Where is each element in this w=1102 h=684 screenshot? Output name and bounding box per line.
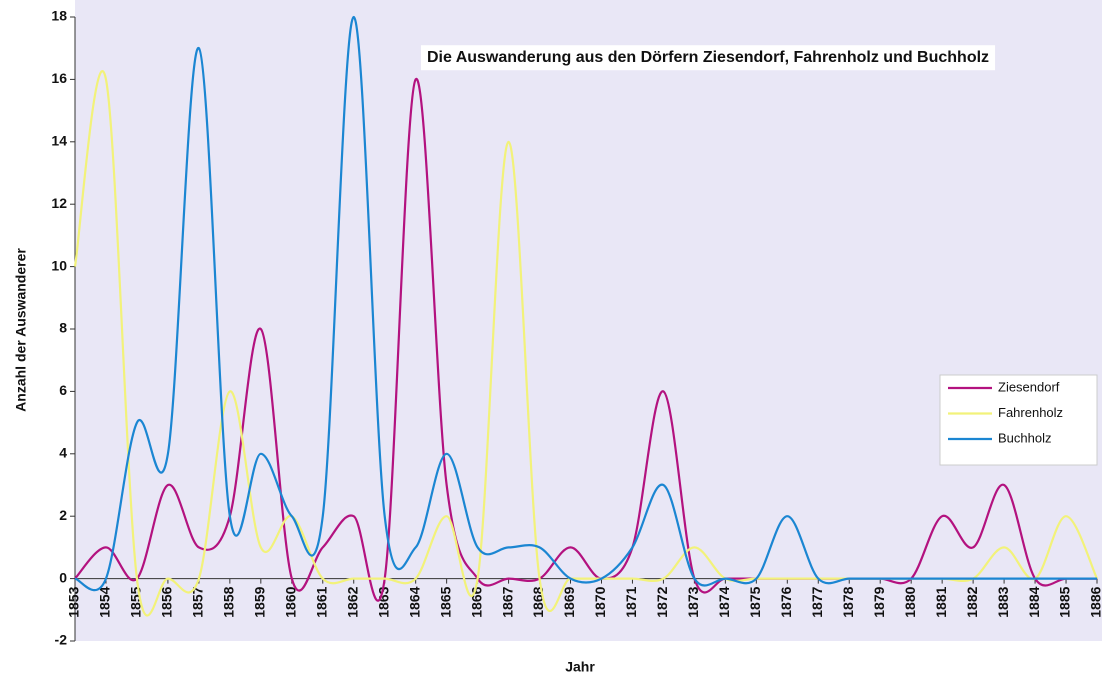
y-tick-label: 10 bbox=[51, 257, 67, 273]
x-tick-label: 1877 bbox=[809, 586, 825, 617]
y-tick-label: 0 bbox=[59, 569, 67, 585]
x-tick-label: 1880 bbox=[902, 586, 918, 617]
x-tick-label: 1863 bbox=[375, 586, 391, 617]
x-axis-label: Jahr bbox=[565, 659, 595, 675]
x-tick-label: 1853 bbox=[66, 586, 82, 617]
x-tick-label: 1859 bbox=[252, 586, 268, 617]
y-axis-label: Anzahl der Auswanderer bbox=[13, 248, 29, 412]
x-tick-label: 1858 bbox=[221, 586, 237, 617]
x-tick-label: 1873 bbox=[685, 586, 701, 617]
x-tick-label: 1874 bbox=[716, 586, 732, 617]
x-tick-label: 1878 bbox=[840, 586, 856, 617]
y-tick-label: 12 bbox=[51, 195, 67, 211]
x-tick-label: 1883 bbox=[995, 586, 1011, 617]
title-box bbox=[420, 45, 996, 71]
y-tick-label: 6 bbox=[59, 382, 67, 398]
x-tick-label: 1867 bbox=[499, 586, 515, 617]
x-tick-label: 1866 bbox=[468, 586, 484, 617]
series-line bbox=[74, 15, 1097, 592]
x-tick-label: 1879 bbox=[871, 586, 887, 617]
x-tick-label: 1856 bbox=[159, 586, 175, 617]
x-tick-label: 1871 bbox=[623, 586, 639, 617]
x-tick-label: 1886 bbox=[1088, 586, 1102, 617]
y-tick-label: -2 bbox=[55, 632, 68, 648]
x-tick-label: 1876 bbox=[778, 586, 794, 617]
x-tick-label: 1884 bbox=[1026, 586, 1042, 617]
x-tick-label: 1862 bbox=[344, 586, 360, 617]
y-tick-label: 2 bbox=[59, 507, 67, 523]
x-tick-label: 1872 bbox=[654, 586, 670, 617]
x-tick-label: 1865 bbox=[437, 586, 453, 617]
legend-label: Fahrenholz bbox=[998, 405, 1063, 420]
x-tick-label: 1881 bbox=[933, 586, 949, 617]
y-tick-label: 4 bbox=[59, 445, 67, 461]
x-tick-label: 1885 bbox=[1057, 586, 1073, 617]
legend-label: Buchholz bbox=[998, 430, 1051, 445]
x-tick-label: 1875 bbox=[747, 586, 763, 617]
x-tick-label: 1861 bbox=[313, 586, 329, 617]
series-line bbox=[74, 78, 1097, 602]
x-tick-label: 1882 bbox=[964, 586, 980, 617]
plot-area bbox=[75, 0, 1102, 641]
x-tick-label: 1870 bbox=[592, 586, 608, 617]
x-tick-label: 1860 bbox=[282, 586, 298, 617]
y-tick-label: 18 bbox=[51, 8, 67, 24]
y-tick-label: 14 bbox=[51, 133, 67, 149]
x-tick-label: 1869 bbox=[561, 586, 577, 617]
x-tick-label: 1864 bbox=[406, 586, 422, 617]
y-tick-label: 8 bbox=[59, 320, 67, 336]
y-tick-label: 16 bbox=[51, 70, 67, 86]
legend-box bbox=[939, 374, 1098, 466]
legend-label: Ziesendorf bbox=[998, 379, 1060, 394]
x-tick-label: 1854 bbox=[97, 586, 113, 617]
chart-title: Die Auswanderung aus den Dörfern Ziesend… bbox=[427, 49, 989, 66]
x-tick-label: 1857 bbox=[190, 586, 206, 617]
